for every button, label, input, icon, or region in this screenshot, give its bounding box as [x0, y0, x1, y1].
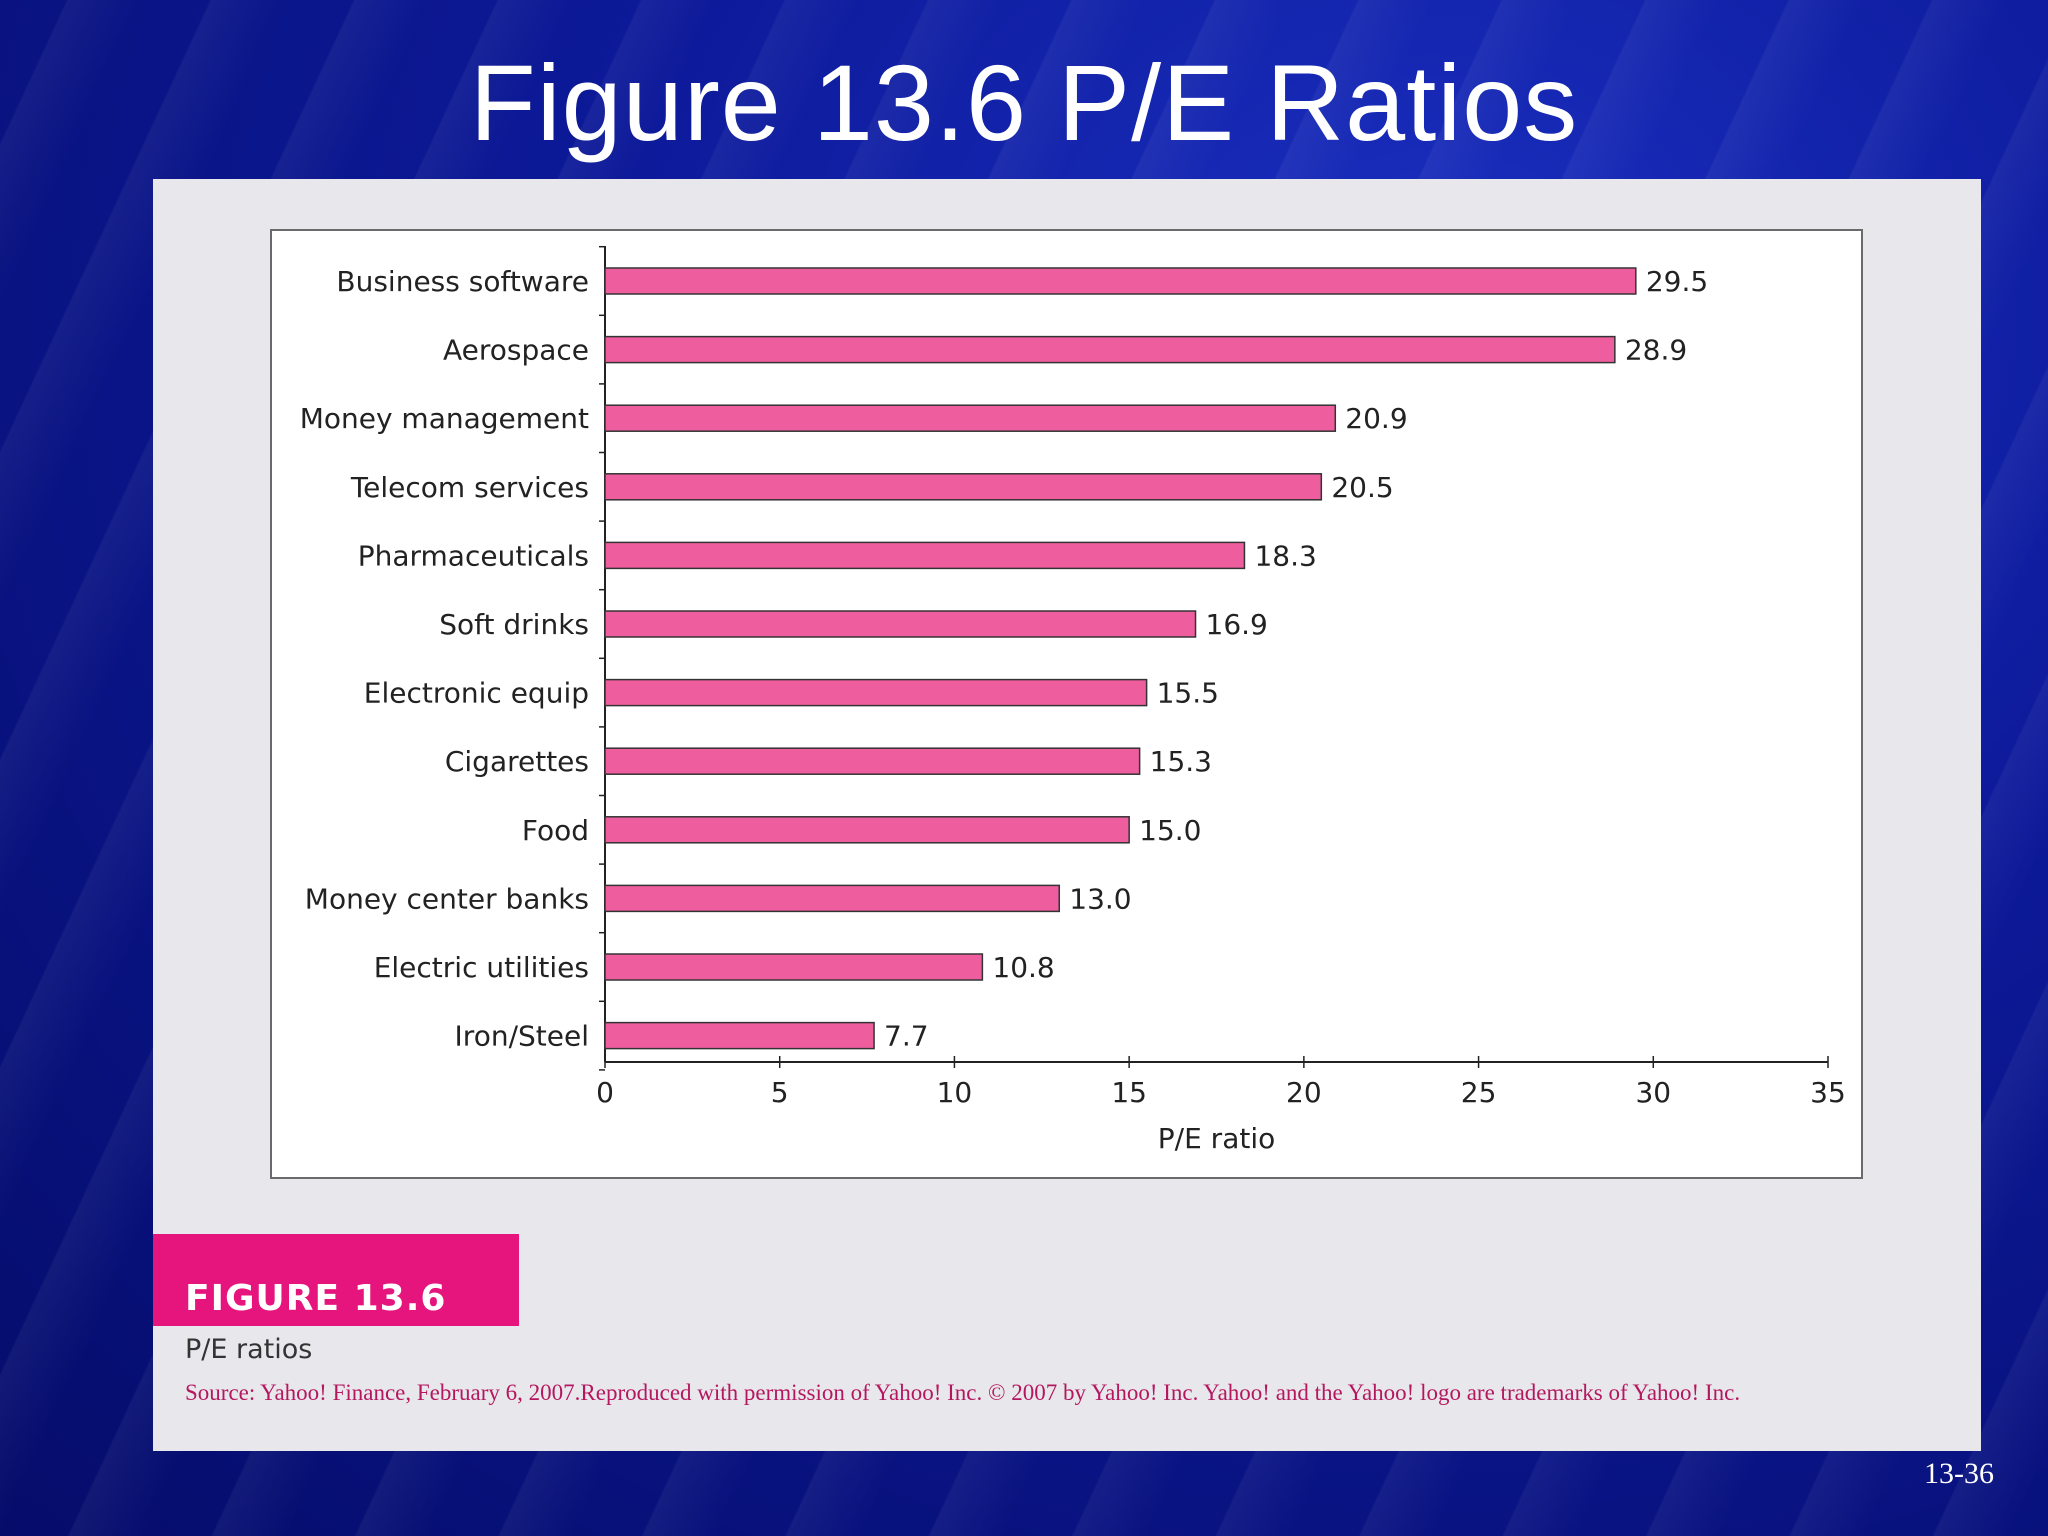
bar	[604, 473, 1323, 501]
slide-number: 13-36	[1924, 1457, 1994, 1490]
data-label: 20.9	[1345, 402, 1407, 435]
x-axis-title: P/E ratio	[1158, 1122, 1275, 1155]
category-label: Aerospace	[443, 334, 589, 367]
x-tick-label: 25	[1461, 1076, 1497, 1109]
bar	[604, 610, 1197, 638]
data-label: 15.0	[1139, 814, 1201, 847]
category-label: Food	[522, 814, 589, 847]
bar	[604, 747, 1141, 775]
category-label: Business software	[336, 265, 589, 298]
data-label: 28.9	[1625, 334, 1687, 367]
data-label: 13.0	[1069, 882, 1131, 915]
figure-tag: FIGURE 13.6	[153, 1234, 519, 1326]
data-label: 15.5	[1157, 677, 1219, 710]
x-tick-label: 10	[937, 1076, 973, 1109]
figure-caption: P/E ratios	[185, 1334, 313, 1365]
bar	[604, 678, 1148, 707]
data-label: 7.7	[884, 1020, 929, 1053]
category-label: Electric utilities	[374, 951, 589, 984]
data-label: 16.9	[1206, 608, 1268, 641]
chart-frame: Business software 29.5 Aerospace 28.9 Money …	[270, 229, 1863, 1179]
bar	[604, 267, 1637, 295]
figure-tag-label: FIGURE 13.6	[185, 1278, 447, 1319]
figure-panel: Business software 29.5 Aerospace 28.9 Money …	[153, 179, 1981, 1451]
x-tick-label: 5	[771, 1076, 789, 1109]
data-label: 18.3	[1254, 539, 1316, 572]
slide-title: Figure 13.6 P/E Ratios	[469, 42, 1579, 163]
pe-ratio-bar-chart: Business software 29.5 Aerospace 28.9 Money …	[300, 245, 1846, 1155]
data-label: 15.3	[1150, 745, 1212, 778]
bar	[604, 953, 984, 981]
data-label: 29.5	[1646, 265, 1708, 298]
category-label: Money center banks	[305, 882, 589, 915]
category-label: Soft drinks	[439, 608, 589, 641]
category-label: Money management	[300, 402, 589, 435]
bar	[604, 404, 1337, 432]
bar	[604, 816, 1130, 844]
x-tick-label: 20	[1286, 1076, 1322, 1109]
figure-source: Source: Yahoo! Finance, February 6, 2007…	[185, 1380, 1741, 1405]
category-label: Electronic equip	[364, 677, 589, 710]
category-label: Telecom services	[350, 471, 589, 504]
x-tick-label: 0	[596, 1076, 614, 1109]
x-tick-label: 15	[1111, 1076, 1147, 1109]
x-tick-label: 30	[1635, 1076, 1671, 1109]
bar	[604, 335, 1616, 364]
data-label: 20.5	[1331, 471, 1393, 504]
category-label: Iron/Steel	[455, 1020, 589, 1053]
bar	[604, 1021, 875, 1050]
x-tick-label: 35	[1810, 1076, 1846, 1109]
category-label: Pharmaceuticals	[358, 539, 589, 572]
bar	[604, 541, 1246, 570]
bar	[604, 884, 1061, 913]
category-label: Cigarettes	[445, 745, 589, 778]
data-label: 10.8	[992, 951, 1054, 984]
